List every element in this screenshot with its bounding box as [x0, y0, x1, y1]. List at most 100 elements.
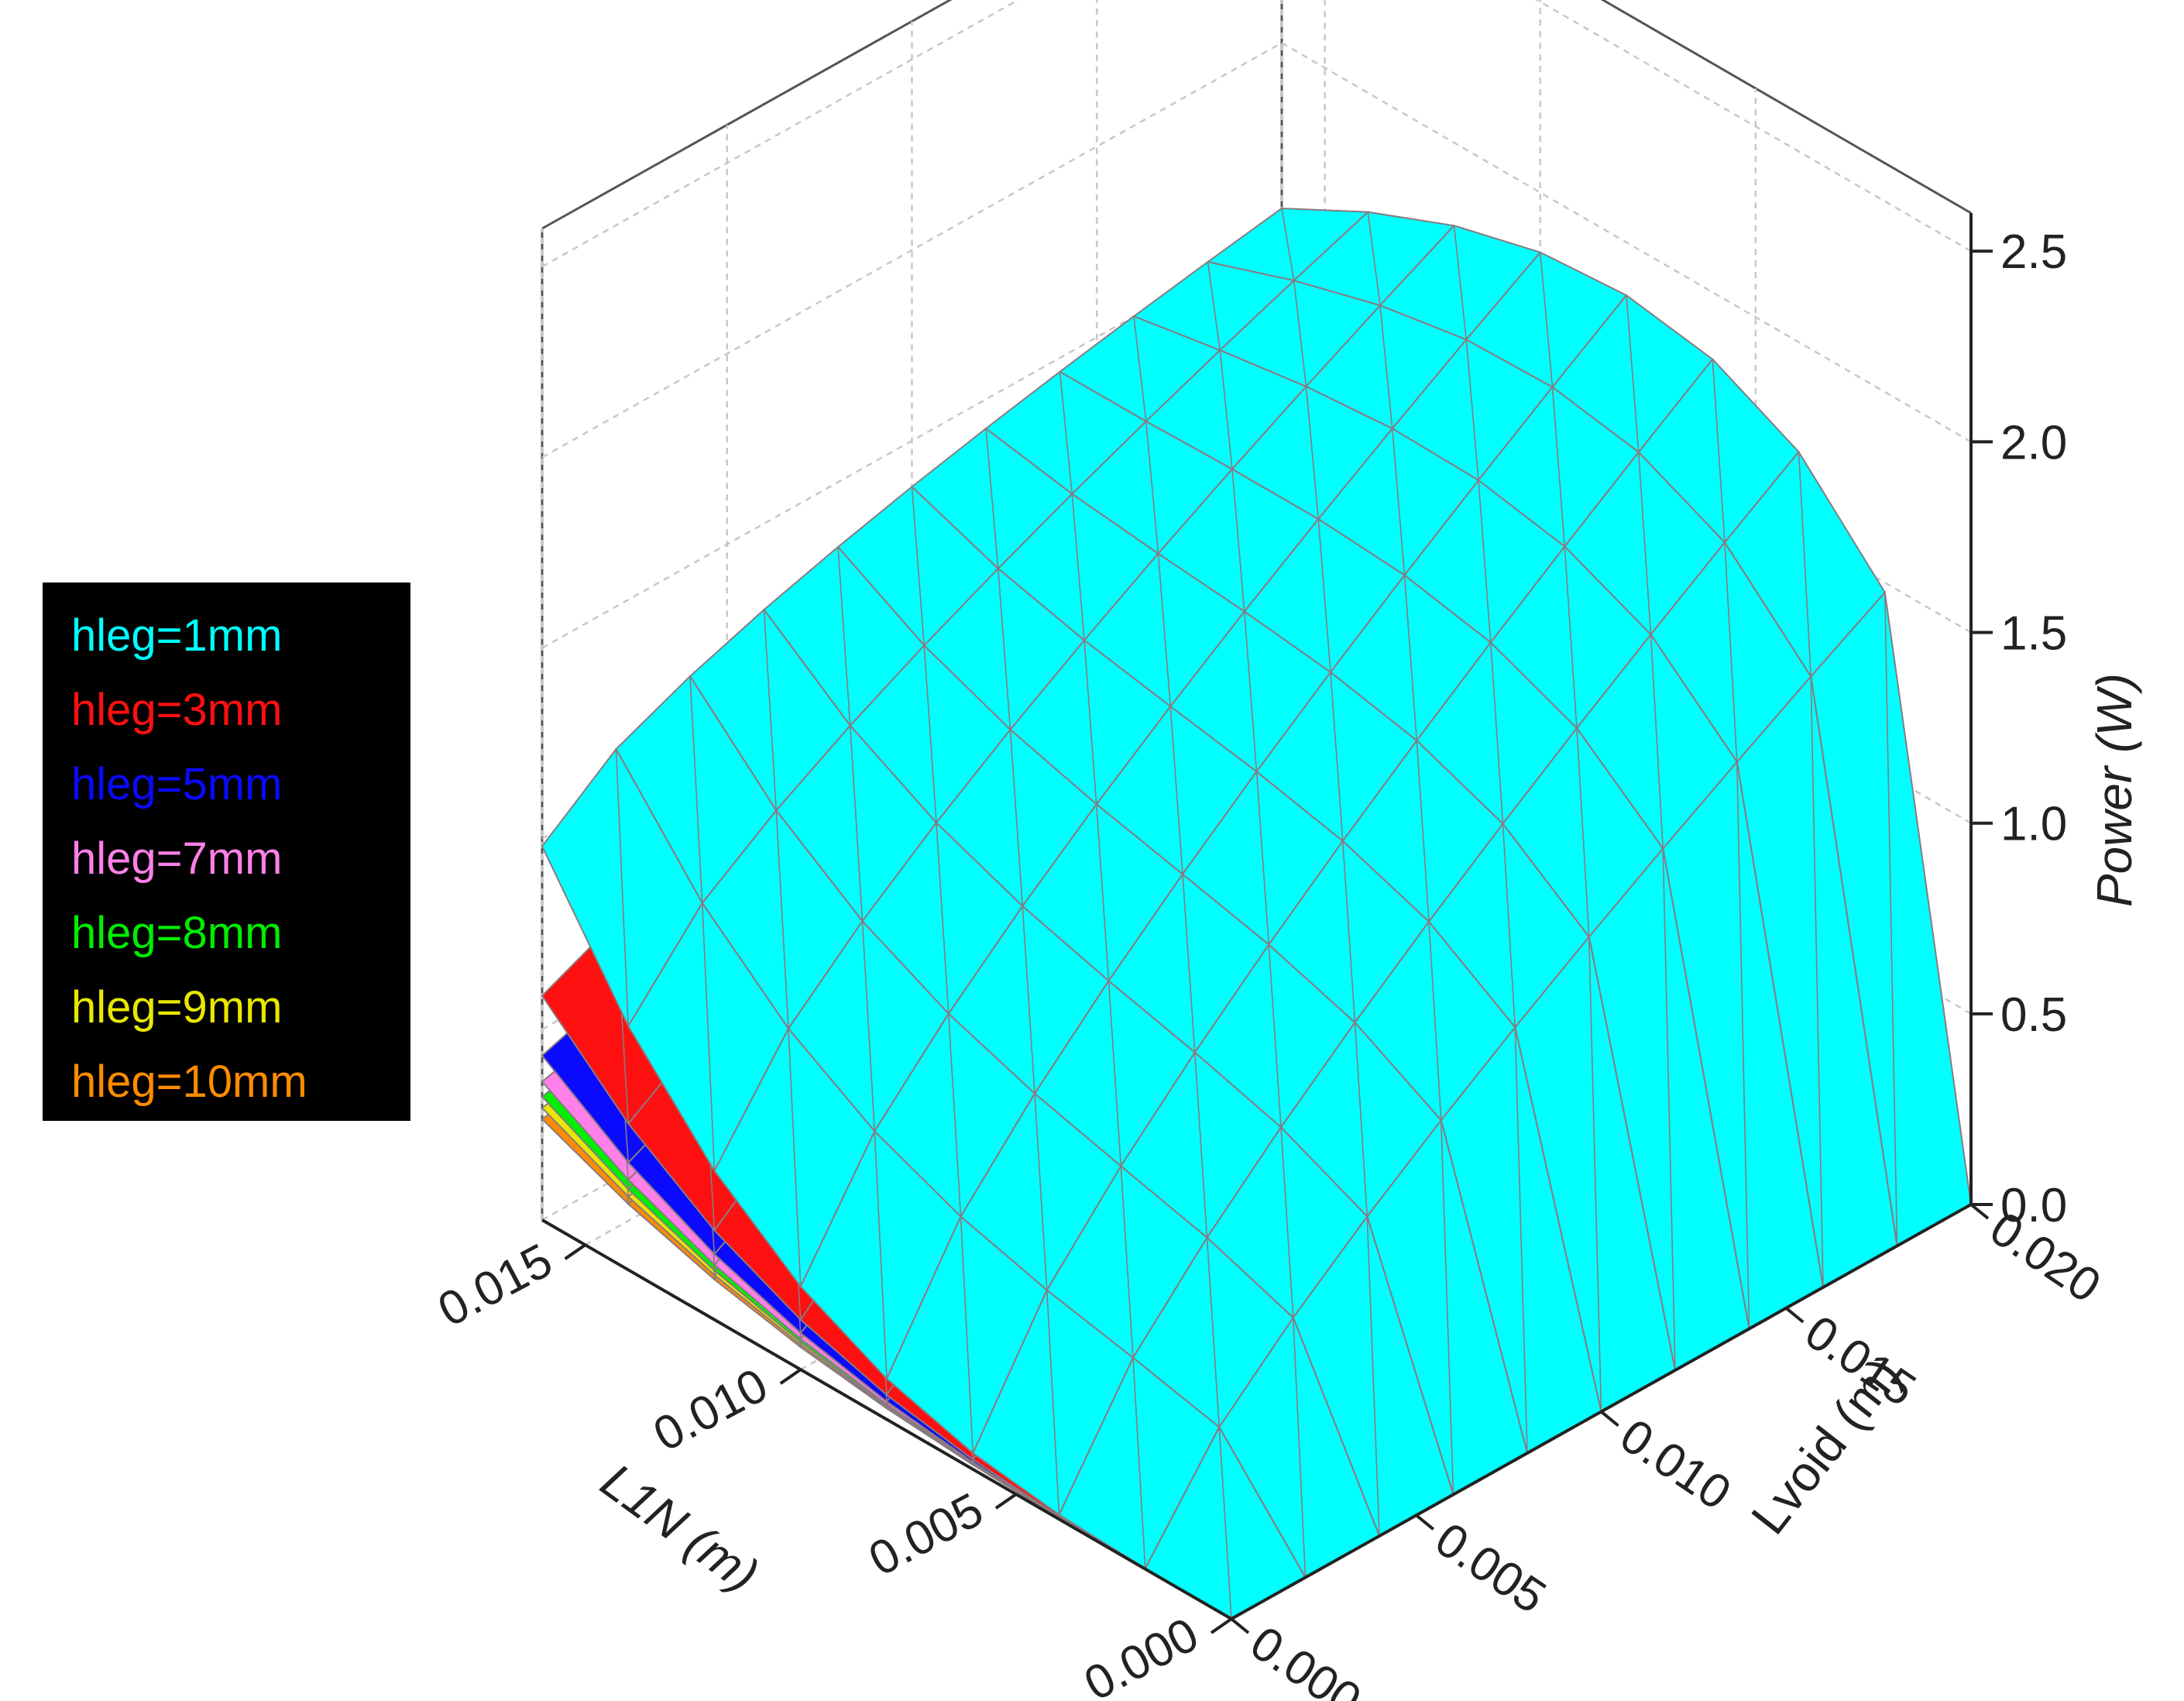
y-tick: [564, 1243, 586, 1260]
z-tick-label: 2.0: [2000, 416, 2067, 469]
mesh-diagonal: [1884, 592, 1898, 1246]
mesh-diagonal: [1169, 706, 1183, 875]
mesh-diagonal: [1034, 1093, 1048, 1290]
mesh-diagonal: [1145, 421, 1159, 554]
mesh-diagonal: [1354, 1022, 1368, 1217]
mesh-diagonal: [1317, 519, 1331, 672]
mesh-diagonal: [1798, 452, 1812, 677]
mesh-diagonal: [1650, 634, 1664, 849]
mesh-diagonal: [1736, 761, 1750, 1329]
mesh-diagonal: [1083, 640, 1097, 805]
gridline: [1535, 0, 1972, 253]
legend-entry: hleg=8mm: [71, 908, 282, 958]
x-tick: [1784, 1307, 1805, 1324]
x-axis-title: Lvoid (m): [1740, 1347, 1911, 1545]
mesh-diagonal: [1724, 542, 1738, 762]
mesh-diagonal: [1133, 316, 1147, 422]
mesh-diagonal: [775, 810, 789, 1029]
mesh-diagonal: [1022, 905, 1035, 1094]
mesh-diagonal: [1182, 874, 1196, 1053]
y-tick-label: 0.010: [645, 1359, 776, 1462]
mesh-diagonal: [1009, 729, 1024, 906]
mesh-diagonal: [1095, 804, 1110, 981]
z-tick-label: 0.5: [2000, 988, 2067, 1042]
mesh-diagonal: [936, 823, 949, 1014]
x-tick: [1415, 1514, 1435, 1531]
y-tick: [1210, 1617, 1233, 1634]
mesh-diagonal: [1218, 1427, 1232, 1620]
mesh-diagonal: [788, 1028, 802, 1287]
mesh-diagonal: [1157, 553, 1172, 707]
legend-entry: hleg=3mm: [71, 685, 282, 735]
x-tick-label: 0.005: [1426, 1513, 1555, 1624]
mesh-diagonal: [1662, 848, 1676, 1371]
mesh-diagonal: [923, 645, 937, 823]
z-tick-label: 1.5: [2000, 607, 2067, 661]
mesh-diagonal: [1107, 981, 1122, 1167]
mesh-diagonal: [1330, 672, 1344, 841]
mesh-diagonal: [1637, 452, 1652, 635]
z-tick-label: 2.5: [2000, 225, 2067, 279]
mesh-diagonal: [1453, 225, 1468, 340]
legend-entry: hleg=9mm: [71, 982, 282, 1033]
mesh-diagonal: [1071, 493, 1085, 641]
mesh-diagonal: [960, 1216, 974, 1454]
mesh-diagonal: [1416, 740, 1430, 922]
mesh-diagonal: [1576, 728, 1590, 937]
mesh-diagonal: [1465, 339, 1479, 481]
mesh-diagonal: [874, 1131, 888, 1380]
mesh-diagonal: [1367, 211, 1381, 306]
mesh-diagonal: [1132, 1357, 1146, 1569]
z-axis-title: Power (W): [2086, 673, 2142, 907]
x-tick: [1969, 1203, 1990, 1220]
mesh-diagonal: [1292, 1318, 1307, 1578]
mesh-diagonal: [1551, 387, 1566, 547]
mesh-diagonal: [1403, 575, 1418, 741]
mesh-diagonal: [1428, 921, 1442, 1121]
mesh-diagonal: [1366, 1216, 1380, 1537]
y-tick: [779, 1368, 802, 1385]
mesh-diagonal: [849, 725, 864, 922]
y-axis-title: L1N (m): [591, 1452, 768, 1603]
mesh-diagonal: [1489, 642, 1504, 824]
mesh-diagonal: [1588, 936, 1602, 1412]
z-tick-label: 0.0: [2000, 1179, 2067, 1232]
mesh-diagonal: [1478, 479, 1492, 643]
mesh-diagonal: [1046, 1290, 1060, 1515]
mesh-diagonal: [1206, 1237, 1221, 1428]
y-axis-line: [541, 1218, 1233, 1620]
legend-entry: hleg=10mm: [71, 1057, 307, 1107]
mesh-diagonal: [947, 1013, 962, 1217]
legend-entry: hleg=5mm: [71, 759, 282, 809]
x-tick-label: 0.000: [1241, 1616, 1370, 1701]
mesh-diagonal: [1243, 611, 1258, 772]
mesh-diagonal: [1255, 771, 1270, 945]
mesh-diagonal: [1280, 1127, 1294, 1318]
mesh-diagonal: [1231, 469, 1245, 612]
y-tick-label: 0.000: [1076, 1607, 1207, 1701]
z-tick-label: 1.0: [2000, 798, 2067, 851]
mesh-diagonal: [1268, 944, 1282, 1128]
mesh-diagonal: [1440, 1120, 1454, 1495]
mesh-diagonal: [1514, 1027, 1528, 1454]
legend-entry: hleg=1mm: [71, 610, 282, 661]
mesh-diagonal: [701, 902, 716, 1171]
gridline: [541, 0, 1021, 268]
mesh-diagonal: [837, 547, 851, 726]
mesh-diagonal: [1219, 350, 1233, 469]
mesh-diagonal: [1281, 208, 1295, 281]
mesh-diagonal: [1626, 295, 1640, 452]
mesh-diagonal: [1293, 280, 1307, 387]
mesh-diagonal: [1193, 1052, 1208, 1238]
mesh-diagonal: [1341, 840, 1356, 1023]
box-edge: [1600, 0, 1972, 215]
legend-entry: hleg=7mm: [71, 833, 282, 884]
mesh-diagonal: [1379, 305, 1393, 429]
mesh-diagonal: [1564, 546, 1578, 729]
gridline: [541, 42, 1283, 459]
y-tick-label: 0.005: [860, 1483, 991, 1587]
mesh-diagonal: [615, 749, 630, 1026]
x-tick: [1600, 1410, 1619, 1428]
legend: hleg=1mm hleg=3mm hleg=5mm hleg=7mm hleg=8mm…: [43, 582, 410, 1121]
